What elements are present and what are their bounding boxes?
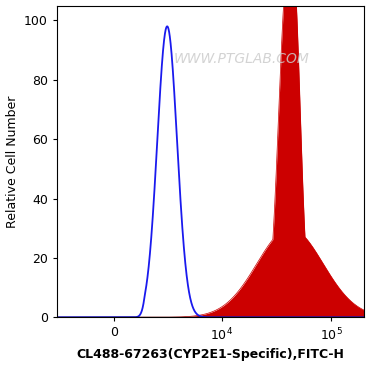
- X-axis label: CL488-67263(CYP2E1-Specific),FITC-H: CL488-67263(CYP2E1-Specific),FITC-H: [77, 348, 345, 361]
- Text: WWW.PTGLAB.COM: WWW.PTGLAB.COM: [174, 51, 309, 66]
- Y-axis label: Relative Cell Number: Relative Cell Number: [6, 95, 18, 228]
